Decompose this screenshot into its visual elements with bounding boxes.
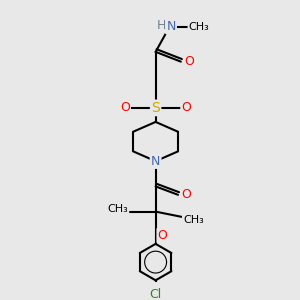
Text: O: O (184, 55, 194, 68)
Text: O: O (182, 101, 191, 114)
Text: S: S (151, 101, 160, 115)
Text: N: N (166, 20, 176, 33)
Text: CH₃: CH₃ (183, 215, 204, 225)
Text: O: O (182, 188, 191, 201)
Text: O: O (158, 229, 168, 242)
Text: CH₃: CH₃ (107, 204, 128, 214)
Text: H: H (157, 19, 166, 32)
Text: Cl: Cl (149, 288, 162, 300)
Text: CH₃: CH₃ (189, 22, 209, 32)
Text: O: O (120, 101, 130, 114)
Text: N: N (151, 155, 160, 168)
